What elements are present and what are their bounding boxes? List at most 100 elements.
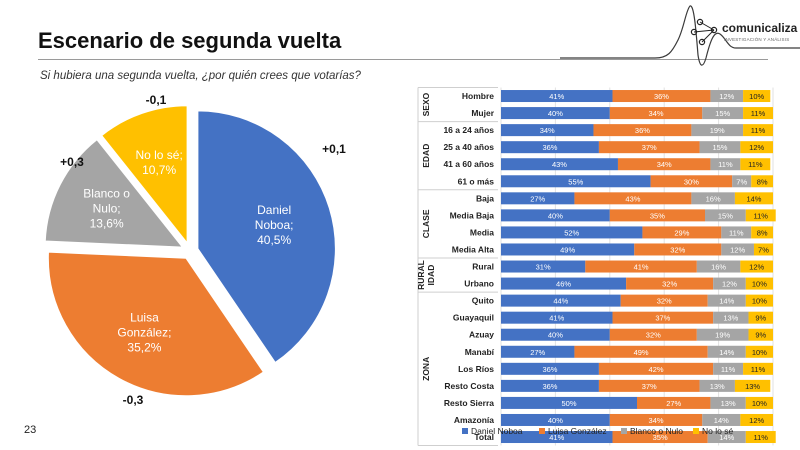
- bar-segment: [501, 431, 613, 444]
- pie-slice-2: [44, 138, 185, 249]
- bar-value-label: 27%: [530, 194, 545, 203]
- legend-entry: No lo sé: [702, 426, 733, 436]
- bar-value-label: 8%: [757, 228, 768, 237]
- bar-value-label: 10%: [752, 399, 767, 408]
- bar-value-label: 11%: [751, 109, 766, 118]
- bar-value-label: 13%: [745, 382, 760, 391]
- bar-value-label: 16%: [706, 194, 721, 203]
- bar-segment: [609, 328, 697, 341]
- bar-segment: [710, 90, 744, 103]
- category-label: Media Baja: [450, 210, 495, 220]
- category-label: Media Alta: [452, 244, 494, 254]
- category-label: 41 a 60 años: [443, 159, 494, 169]
- bar-segment: [734, 192, 773, 205]
- bar-value-label: 41%: [549, 314, 564, 323]
- bar-segment: [748, 328, 773, 341]
- bar-segment: [707, 345, 746, 358]
- category-label: Resto Sierra: [444, 398, 494, 408]
- bar-value-label: 13%: [723, 314, 738, 323]
- bar-value-label: 11%: [754, 433, 769, 442]
- bar-value-label: 34%: [649, 416, 664, 425]
- category-label: 25 a 40 años: [443, 142, 494, 152]
- bar-value-label: 10%: [752, 297, 767, 306]
- bar-value-label: 14%: [719, 348, 734, 357]
- bar-segment: [501, 175, 651, 188]
- category-label: Total: [474, 432, 494, 442]
- bar-segment: [501, 345, 575, 358]
- bar-segment: [612, 90, 711, 103]
- category-label: Guayaquil: [453, 313, 494, 323]
- bar-segment: [598, 141, 700, 154]
- pie-slice-label: 40,5%: [257, 233, 291, 247]
- bar-value-label: 12%: [730, 245, 745, 254]
- category-label: Media: [470, 227, 494, 237]
- pie-slice-label: No lo sé;: [135, 148, 182, 162]
- bar-segment: [609, 413, 703, 426]
- bar-segment: [691, 124, 744, 137]
- category-label: Hombre: [462, 91, 494, 101]
- bar-segment: [740, 260, 773, 273]
- bar-segment: [745, 345, 773, 358]
- logo-subtext: INVESTIGACIÓN Y ANÁLISIS: [724, 37, 790, 42]
- bar-segment: [707, 294, 746, 307]
- bar-segment: [707, 431, 746, 444]
- bar-segment: [743, 124, 773, 137]
- bar-value-label: 44%: [553, 297, 568, 306]
- pie-slice-0: [196, 109, 337, 364]
- pie-slice-label: Noboa;: [255, 218, 294, 232]
- bar-segment: [713, 362, 744, 375]
- group-label: RURAL: [416, 260, 426, 290]
- bar-segment: [617, 158, 711, 171]
- legend-swatch: [539, 428, 545, 434]
- bar-segment: [745, 209, 776, 222]
- bar-segment: [734, 379, 771, 392]
- bar-value-label: 36%: [654, 92, 669, 101]
- bar-segment: [609, 107, 703, 120]
- bar-segment: [501, 158, 618, 171]
- bar-segment: [501, 328, 610, 341]
- category-label: Manabí: [465, 347, 495, 357]
- bar-value-label: 9%: [755, 314, 766, 323]
- page-subtitle: Si hubiera una segunda vuelta, ¿por quié…: [40, 70, 361, 82]
- bar-value-label: 41%: [549, 433, 564, 442]
- legend-entry: Luisa González: [548, 426, 607, 436]
- bar-value-label: 49%: [634, 348, 649, 357]
- category-label: 16 a 24 años: [443, 125, 494, 135]
- bar-value-label: 29%: [674, 228, 689, 237]
- bar-segment: [598, 379, 700, 392]
- bar-value-label: 42%: [649, 365, 664, 374]
- bar-value-label: 9%: [755, 331, 766, 340]
- bar-value-label: 43%: [625, 194, 640, 203]
- bar-segment: [743, 362, 773, 375]
- bar-segment: [585, 260, 697, 273]
- bar-segment: [743, 90, 771, 103]
- legend-entry: Blanco o Nulo: [630, 426, 683, 436]
- bar-value-label: 14%: [719, 433, 734, 442]
- bar-value-label: 7%: [758, 245, 769, 254]
- bar-value-label: 41%: [634, 263, 649, 272]
- bar-value-label: 11%: [751, 126, 766, 135]
- bar-segment: [501, 141, 599, 154]
- bar-value-label: 10%: [749, 92, 764, 101]
- bar-value-label: 40%: [548, 109, 563, 118]
- legend-swatch: [621, 428, 627, 434]
- bar-value-label: 14%: [719, 297, 734, 306]
- bar-value-label: 55%: [568, 177, 583, 186]
- bar-segment: [699, 379, 735, 392]
- bar-segment: [612, 311, 714, 324]
- bar-value-label: 36%: [635, 126, 650, 135]
- bar-value-label: 16%: [711, 263, 726, 272]
- bar-segment: [501, 396, 637, 409]
- category-label: Resto Costa: [444, 381, 494, 391]
- bar-value-label: 37%: [655, 314, 670, 323]
- category-label: Mujer: [471, 108, 494, 118]
- bar-segment: [713, 311, 749, 324]
- bar-value-label: 12%: [749, 263, 764, 272]
- bar-segment: [740, 141, 773, 154]
- bar-segment: [745, 277, 773, 290]
- bar-segment: [501, 260, 586, 273]
- category-label: Azuay: [469, 330, 494, 340]
- bar-segment: [702, 107, 744, 120]
- bar-value-label: 14%: [746, 194, 761, 203]
- bar-value-label: 37%: [642, 143, 657, 152]
